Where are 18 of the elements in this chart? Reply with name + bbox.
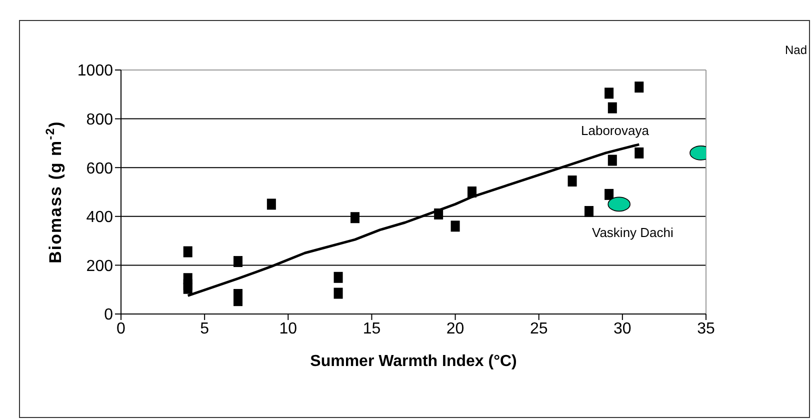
x-tick-label: 0 [116,320,126,338]
y-tick-label: 800 [86,111,114,128]
x-tick-label: 35 [697,320,715,338]
x-tick-label: 30 [614,320,632,338]
annotation: Laborovaya [581,123,649,138]
y-tick-label: 0 [104,306,114,324]
y-tick-label: 400 [86,209,114,226]
x-tick-label: 25 [530,320,548,338]
x-tick-label: 5 [200,320,210,338]
y-tick-label: 600 [86,160,114,178]
annotation: Vaskiny Dachi [592,225,674,240]
y-tick-label: 200 [86,258,114,275]
x-tick-label: 20 [446,320,464,338]
x-axis-title: Summer Warmth Index (°C) [310,353,517,370]
x-tick-label: 15 [362,320,381,338]
y-tick-label: 1000 [77,62,114,80]
x-tick-label: 10 [279,320,298,338]
text: Nad [784,43,807,57]
